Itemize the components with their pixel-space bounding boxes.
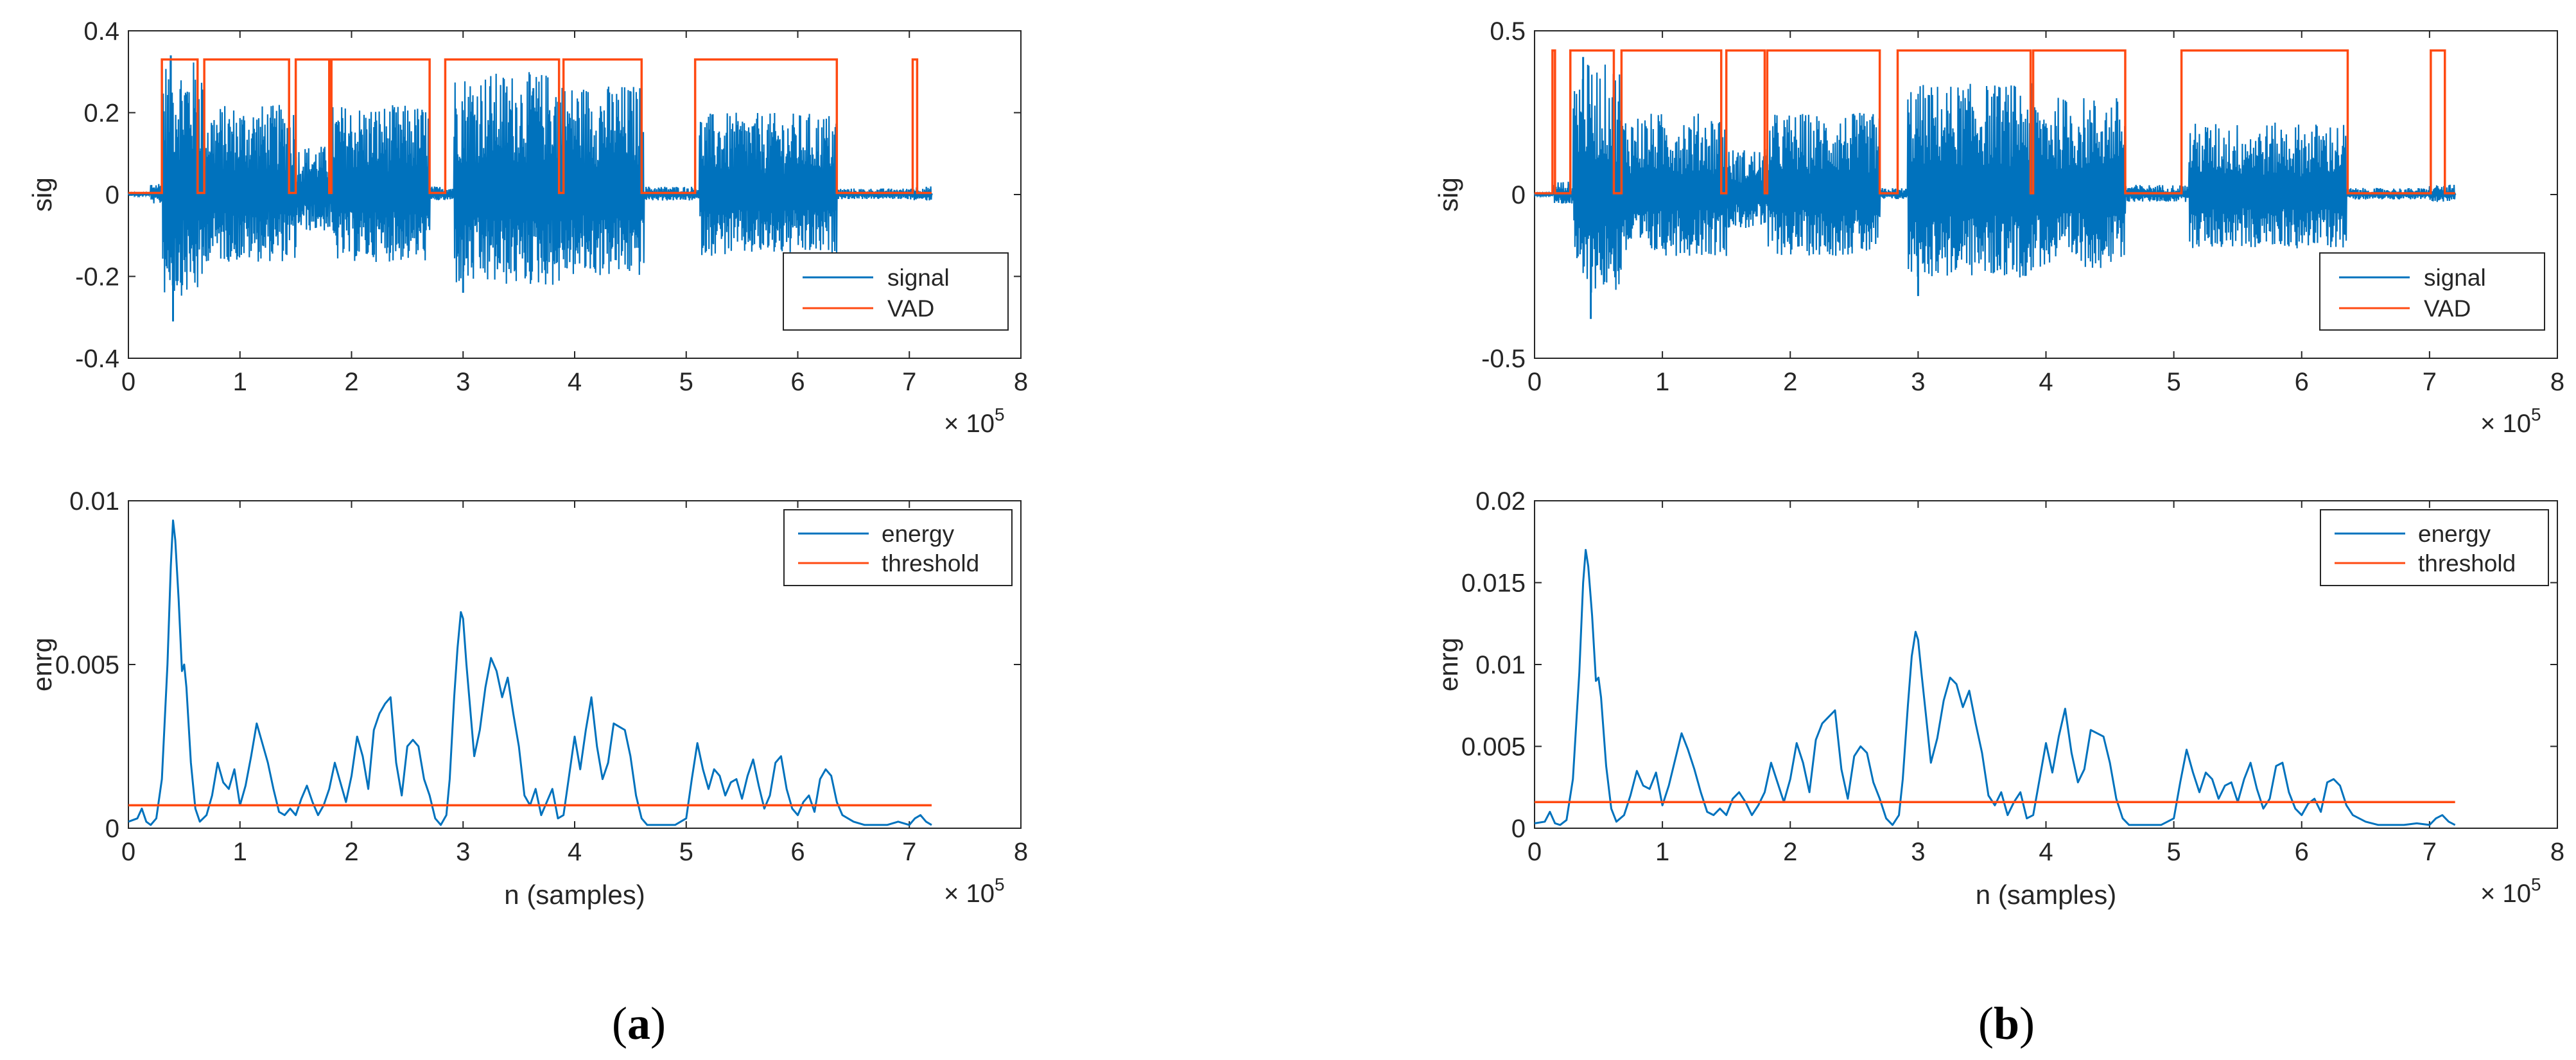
x-exponent-label: × 105 (2480, 404, 2541, 438)
y-tick-label: 0 (1511, 815, 1526, 843)
x-tick-label: 0 (1527, 838, 1542, 866)
x-tick-label: 7 (2423, 838, 2437, 866)
x-tick-label: 4 (2039, 838, 2053, 866)
signal-line (1533, 64, 2457, 293)
y-axis-label: enrg (27, 638, 57, 691)
x-exponent-label: × 105 (2480, 874, 2541, 908)
legend-label-vad: VAD (2424, 295, 2471, 322)
legend-label-signal: signal (887, 265, 950, 291)
y-tick-label: 0.005 (55, 651, 119, 679)
legend-box (2320, 509, 2549, 586)
legend-label-energy: energy (882, 521, 955, 547)
y-axis-label: enrg (1433, 638, 1463, 691)
x-tick-label: 4 (568, 838, 582, 866)
legend-box (2319, 252, 2545, 331)
x-tick-label: 0 (121, 368, 135, 396)
legend-label-threshold: threshold (2418, 550, 2516, 577)
y-tick-label: -0.5 (1481, 345, 1526, 373)
y-tick-label: 0.2 (83, 100, 119, 128)
y-axis-label: sig (1433, 177, 1463, 212)
y-tick-label: 0.005 (1461, 733, 1526, 761)
x-exponent-label: × 105 (944, 404, 1005, 438)
x-tick-label: 8 (2550, 838, 2564, 866)
legend-label-signal: signal (2424, 265, 2486, 291)
y-tick-label: 0 (105, 181, 119, 209)
x-tick-label: 2 (344, 368, 358, 396)
x-tick-label: 2 (344, 838, 358, 866)
x-tick-label: 1 (1655, 368, 1669, 396)
x-tick-label: 1 (233, 838, 247, 866)
x-tick-label: 7 (902, 368, 916, 396)
x-tick-label: 7 (902, 838, 916, 866)
x-tick-label: 3 (1911, 838, 1925, 866)
x-tick-label: 0 (121, 838, 135, 866)
x-tick-label: 5 (679, 368, 693, 396)
x-tick-label: 6 (2295, 838, 2309, 866)
y-tick-label: 0.4 (83, 17, 119, 46)
x-axis-label: n (samples) (1976, 880, 2116, 910)
x-tick-label: 0 (1527, 368, 1542, 396)
x-tick-label: 4 (2039, 368, 2053, 396)
x-tick-label: 6 (790, 838, 805, 866)
y-tick-label: 0.015 (1461, 569, 1526, 598)
x-tick-label: 5 (2167, 368, 2181, 396)
y-tick-label: -0.2 (75, 263, 119, 291)
x-exponent-label: × 105 (944, 874, 1005, 908)
x-tick-label: 8 (1014, 368, 1028, 396)
x-tick-label: 1 (233, 368, 247, 396)
vad-line (128, 58, 932, 195)
x-axis-label: n (samples) (504, 880, 645, 910)
x-tick-label: 3 (456, 368, 470, 396)
legend-box (783, 509, 1013, 586)
x-tick-label: 4 (568, 368, 582, 396)
vad-line (1535, 49, 2455, 195)
signal-line (127, 60, 933, 296)
legend-label-energy: energy (2418, 521, 2491, 547)
x-tick-label: 6 (2295, 368, 2309, 396)
x-tick-label: 2 (1783, 838, 1797, 866)
x-tick-label: 3 (456, 838, 470, 866)
panel-b-bottom: 0 1 2 3 4 5 6 7 8 0 0.005 0.01 0.015 0.02 enrg n (sampl… (1433, 487, 2564, 910)
panel-a-top: 0 1 2 3 4 5 6 7 8 -0.4 -0.2 0 0.2 0.4 sig × 105 signal VA… (27, 17, 1028, 438)
legend-label-vad: VAD (887, 295, 934, 322)
x-tick-label: 6 (790, 368, 805, 396)
energy-line (1534, 549, 2456, 826)
panel-a-bottom: 0 1 2 3 4 5 6 7 8 0 0.005 0.01 enrg n (samples) × 105 e… (27, 487, 1028, 910)
y-tick-label: 0.01 (1475, 651, 1526, 679)
y-tick-label: 0.01 (69, 487, 119, 516)
x-tick-label: 5 (679, 838, 693, 866)
y-tick-label: -0.4 (75, 345, 119, 373)
y-tick-label: 0 (105, 815, 119, 843)
legend-box (783, 252, 1009, 331)
x-tick-label: 3 (1911, 368, 1925, 396)
x-tick-label: 8 (1014, 838, 1028, 866)
caption-a: (a) (612, 998, 666, 1049)
x-tick-label: 7 (2423, 368, 2437, 396)
legend-label-threshold: threshold (882, 550, 979, 577)
x-tick-label: 8 (2550, 368, 2564, 396)
y-tick-label: 0.02 (1475, 487, 1526, 516)
x-tick-label: 2 (1783, 368, 1797, 396)
caption-b: (b) (1978, 998, 2035, 1049)
y-axis-label: sig (27, 177, 57, 212)
x-tick-label: 1 (1655, 838, 1669, 866)
y-tick-label: 0 (1511, 181, 1526, 209)
y-tick-label: 0.5 (1490, 17, 1526, 46)
x-tick-label: 5 (2167, 838, 2181, 866)
